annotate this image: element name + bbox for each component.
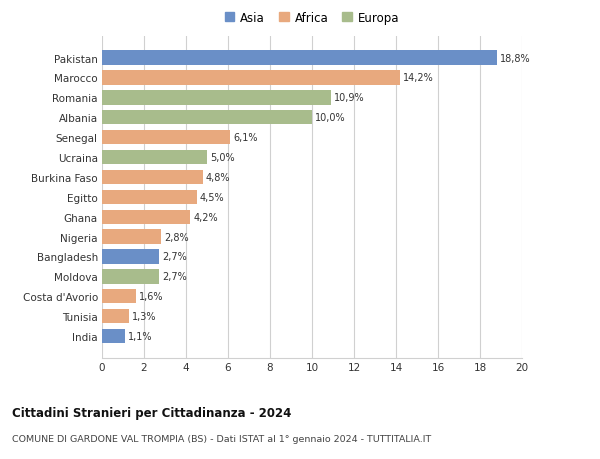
Bar bbox=[102, 170, 203, 185]
Bar bbox=[102, 309, 130, 324]
Bar bbox=[102, 329, 125, 343]
Text: 2,8%: 2,8% bbox=[164, 232, 188, 242]
Bar bbox=[102, 230, 161, 244]
Text: 2,7%: 2,7% bbox=[162, 272, 187, 282]
Bar bbox=[102, 290, 136, 304]
Legend: Asia, Africa, Europa: Asia, Africa, Europa bbox=[220, 7, 404, 30]
Bar bbox=[102, 111, 312, 125]
Text: 5,0%: 5,0% bbox=[210, 153, 235, 162]
Text: 14,2%: 14,2% bbox=[403, 73, 434, 83]
Text: 1,1%: 1,1% bbox=[128, 331, 153, 341]
Text: 6,1%: 6,1% bbox=[233, 133, 258, 143]
Bar bbox=[102, 190, 197, 205]
Text: 1,3%: 1,3% bbox=[133, 312, 157, 321]
Text: 2,7%: 2,7% bbox=[162, 252, 187, 262]
Bar bbox=[102, 250, 159, 264]
Text: 18,8%: 18,8% bbox=[500, 54, 530, 63]
Text: 10,9%: 10,9% bbox=[334, 93, 365, 103]
Text: Cittadini Stranieri per Cittadinanza - 2024: Cittadini Stranieri per Cittadinanza - 2… bbox=[12, 406, 292, 419]
Text: 4,2%: 4,2% bbox=[193, 212, 218, 222]
Bar bbox=[102, 269, 159, 284]
Bar bbox=[102, 71, 400, 85]
Text: 10,0%: 10,0% bbox=[315, 113, 346, 123]
Bar bbox=[102, 151, 207, 165]
Text: 4,8%: 4,8% bbox=[206, 173, 230, 183]
Bar bbox=[102, 91, 331, 105]
Bar bbox=[102, 131, 230, 145]
Bar bbox=[102, 51, 497, 66]
Text: 4,5%: 4,5% bbox=[200, 192, 224, 202]
Bar bbox=[102, 210, 190, 224]
Text: COMUNE DI GARDONE VAL TROMPIA (BS) - Dati ISTAT al 1° gennaio 2024 - TUTTITALIA.: COMUNE DI GARDONE VAL TROMPIA (BS) - Dat… bbox=[12, 434, 431, 443]
Text: 1,6%: 1,6% bbox=[139, 291, 163, 302]
